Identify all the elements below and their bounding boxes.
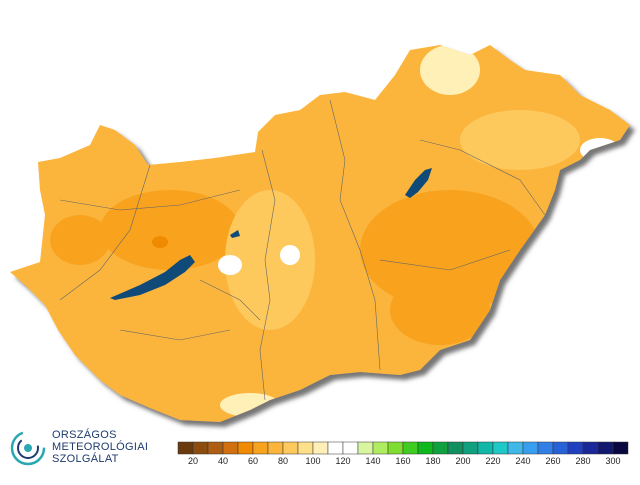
legend-swatch [372, 441, 389, 455]
legend-swatch [267, 441, 284, 455]
legend-swatch [477, 441, 494, 455]
legend-tick-label: 80 [278, 456, 288, 466]
legend-swatch [237, 441, 254, 455]
lake-balaton [110, 255, 195, 300]
legend-swatch [222, 441, 239, 455]
lake-tisza [405, 168, 432, 198]
legend-swatch [417, 441, 434, 455]
precip-field [50, 45, 620, 417]
legend-swatch [522, 441, 539, 455]
legend-tick-label: 60 [248, 456, 258, 466]
logo-icon [24, 444, 32, 452]
legend-tick-label: 140 [365, 456, 380, 466]
legend: 20 40 60 80 100 120 140 160 180 200 220 240 260 280 30… [177, 441, 629, 466]
legend-swatch [207, 441, 224, 455]
legend-swatch [327, 441, 344, 455]
logo-text: METEOROLÓGIAI [52, 440, 148, 453]
logo-text: SZOLGÁLAT [52, 452, 119, 465]
legend-swatch [612, 441, 629, 455]
legend-swatch [177, 441, 194, 455]
county-borders [59, 99, 546, 401]
legend-swatch [567, 441, 584, 455]
legend-swatch [432, 441, 449, 455]
legend-swatch [552, 441, 569, 455]
legend-swatch [447, 441, 464, 455]
legend-swatch [357, 441, 374, 455]
legend-swatch [312, 441, 329, 455]
legend-swatch [537, 441, 554, 455]
legend-tick-label: 260 [545, 456, 560, 466]
logo-text: ORSZÁGOS [52, 428, 117, 441]
logo-icon [10, 430, 46, 466]
legend-tick-label: 200 [455, 456, 470, 466]
legend-swatch [297, 441, 314, 455]
legend-swatch [252, 441, 269, 455]
legend-tick-label: 20 [188, 456, 198, 466]
legend-tick-label: 180 [425, 456, 440, 466]
legend-tick-label: 120 [335, 456, 350, 466]
logo: ORSZÁGOS METEOROLÓGIAI SZOLGÁLAT [10, 428, 148, 466]
legend-swatch [387, 441, 404, 455]
legend-tick-label: 240 [515, 456, 530, 466]
legend-tick-label: 40 [218, 456, 228, 466]
legend-swatch [282, 441, 299, 455]
legend-swatch [462, 441, 479, 455]
lake-velence [230, 230, 240, 238]
legend-tick-label: 160 [395, 456, 410, 466]
legend-swatch [402, 441, 419, 455]
legend-swatch [192, 441, 209, 455]
legend-tick-label: 220 [485, 456, 500, 466]
legend-swatch [582, 441, 599, 455]
logo-icon [17, 437, 39, 459]
legend-tick-label: 300 [605, 456, 620, 466]
legend-swatch [342, 441, 359, 455]
legend-swatch [507, 441, 524, 455]
legend-swatch [597, 441, 614, 455]
legend-tick-label: 100 [305, 456, 320, 466]
legend-tick-label: 280 [575, 456, 590, 466]
map [10, 45, 630, 422]
legend-swatch [492, 441, 509, 455]
